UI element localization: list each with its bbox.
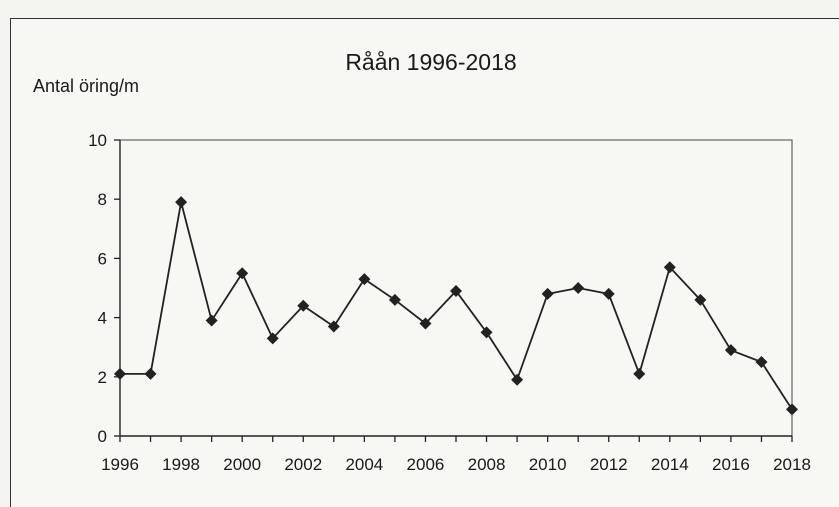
x-tick-label: 2016: [712, 455, 750, 474]
data-point-marker: [602, 287, 615, 300]
data-point-marker: [144, 367, 157, 380]
x-tick-label: 2006: [407, 455, 445, 474]
y-tick-label: 6: [98, 249, 107, 268]
x-tick-label: 1996: [101, 455, 139, 474]
data-point-marker: [114, 367, 126, 380]
data-point-marker: [388, 293, 401, 306]
x-tick-label: 2014: [651, 455, 689, 474]
x-tick-label: 2018: [773, 455, 811, 474]
data-point-marker: [205, 314, 218, 327]
data-point-marker: [663, 261, 676, 274]
x-tick-label: 1998: [162, 455, 200, 474]
data-point-marker: [266, 332, 279, 345]
x-tick-label: 2002: [284, 455, 322, 474]
data-series: [114, 196, 798, 416]
x-tick-label: 2010: [529, 455, 567, 474]
data-point-marker: [327, 320, 340, 333]
data-point-marker: [541, 287, 554, 300]
y-tick-label: 4: [98, 309, 107, 328]
x-tick-label: 2004: [345, 455, 383, 474]
x-axis-ticks: 1996 1998 2000 2002 2004 2006 2008 2010 2012 2014…: [101, 436, 811, 474]
data-point-marker: [175, 196, 188, 209]
x-tick-label: 2000: [223, 455, 261, 474]
data-point-marker: [358, 273, 371, 286]
data-point-marker: [450, 284, 462, 297]
x-tick-label: 2012: [590, 455, 628, 474]
y-tick-label: 10: [88, 131, 107, 150]
data-point-marker: [724, 344, 737, 357]
chart-frame: [10, 18, 839, 507]
data-point-marker: [480, 326, 493, 339]
data-point-marker: [419, 317, 432, 330]
series-line: [120, 201, 793, 410]
data-point-marker: [572, 282, 585, 294]
data-point-marker: [297, 299, 310, 312]
y-tick-label: 8: [98, 190, 107, 209]
x-tick-label: 2008: [468, 455, 506, 474]
data-point-marker: [755, 356, 768, 368]
y-axis-label: Antal öring/m: [33, 76, 139, 96]
data-point-marker: [633, 367, 646, 380]
data-point-marker: [786, 403, 798, 416]
data-point-marker: [694, 293, 707, 306]
y-axis-ticks: 0 2 4 6 8 10: [88, 131, 120, 446]
y-tick-label: 2: [98, 368, 107, 387]
y-tick-label: 0: [98, 427, 107, 446]
data-point-marker: [511, 373, 524, 386]
data-point-marker: [236, 267, 249, 280]
chart-title: Råån 1996-2018: [345, 49, 516, 75]
